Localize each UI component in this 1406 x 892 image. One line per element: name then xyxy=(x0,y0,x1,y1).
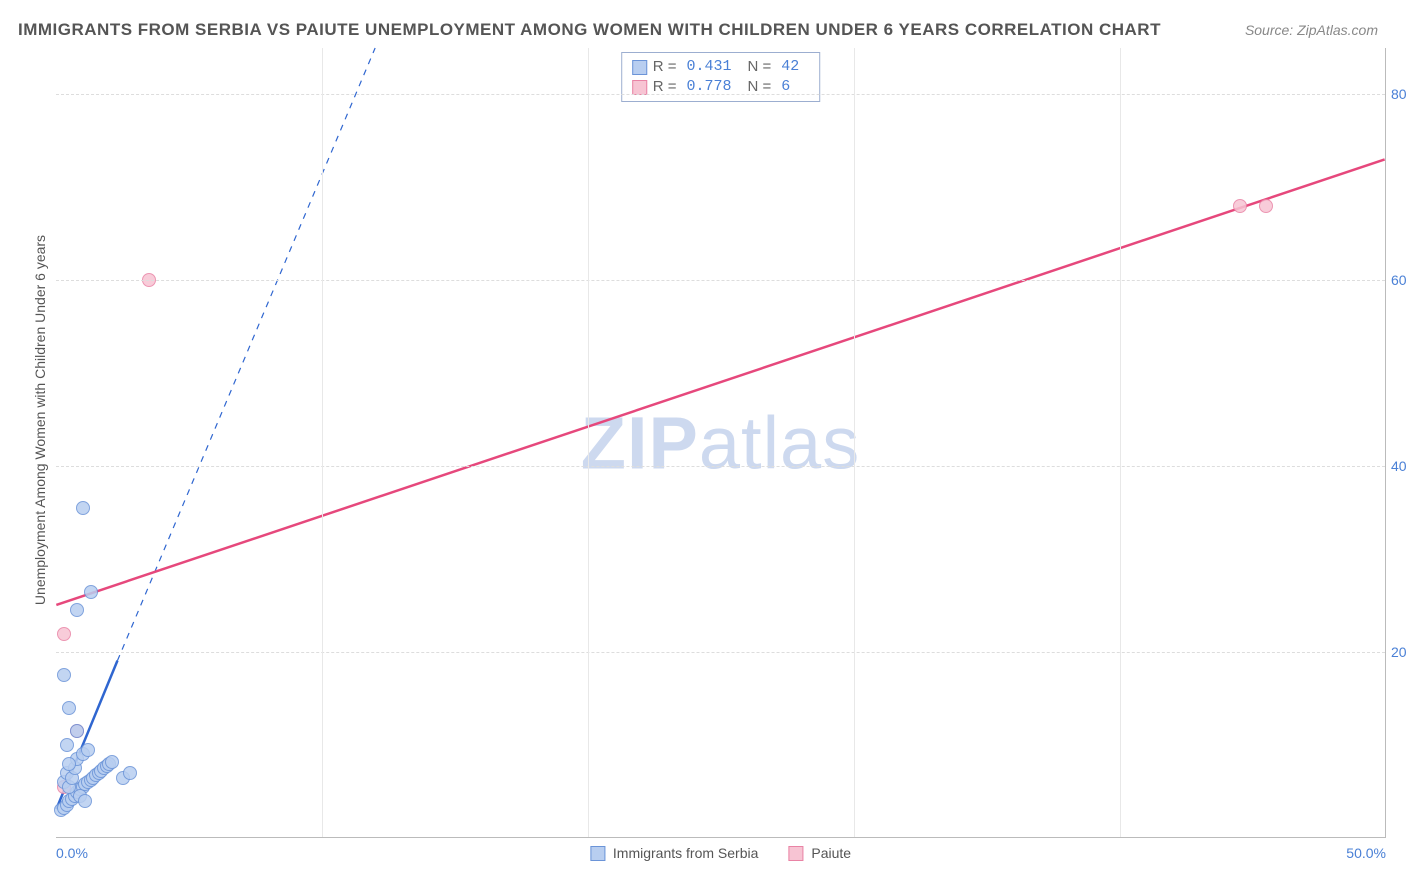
ytick-label: 20.0% xyxy=(1391,644,1406,660)
legend-label-paiute: Paiute xyxy=(811,845,851,861)
data-point-serbia xyxy=(76,501,90,515)
xtick-label: 0.0% xyxy=(56,845,88,861)
xtick-label: 50.0% xyxy=(1346,845,1386,861)
data-point-serbia xyxy=(105,755,119,769)
gridline-v xyxy=(1120,48,1121,837)
gridline-v xyxy=(854,48,855,837)
source-attribution: Source: ZipAtlas.com xyxy=(1245,22,1378,38)
source-label: Source: xyxy=(1245,22,1293,38)
data-point-serbia xyxy=(70,603,84,617)
legend-row-serbia: R = 0.431 N = 42 xyxy=(632,57,810,77)
data-point-paiute xyxy=(1233,199,1247,213)
legend-swatch-serbia xyxy=(590,846,605,861)
chart-title: IMMIGRANTS FROM SERBIA VS PAIUTE UNEMPLO… xyxy=(18,20,1161,40)
ytick-label: 40.0% xyxy=(1391,458,1406,474)
data-point-serbia xyxy=(62,757,76,771)
legend-swatch-paiute xyxy=(632,80,647,95)
gridline-h xyxy=(56,652,1385,653)
ytick-label: 60.0% xyxy=(1391,272,1406,288)
legend-r-label: R = xyxy=(653,57,677,77)
data-point-serbia xyxy=(60,738,74,752)
ytick-label: 80.0% xyxy=(1391,86,1406,102)
series-legend: Immigrants from Serbia Paiute xyxy=(590,845,851,861)
gridline-h xyxy=(56,280,1385,281)
legend-n-label: N = xyxy=(748,57,772,77)
y-axis-label: Unemployment Among Women with Children U… xyxy=(32,235,48,605)
data-point-serbia xyxy=(81,743,95,757)
data-point-serbia xyxy=(70,724,84,738)
source-value: ZipAtlas.com xyxy=(1297,22,1378,38)
gridline-v xyxy=(322,48,323,837)
chart-plot-area: ZIPatlas R = 0.431 N = 42 R = 0.778 N = … xyxy=(56,48,1386,838)
data-point-serbia xyxy=(62,701,76,715)
gridline-h xyxy=(56,466,1385,467)
gridline-v xyxy=(588,48,589,837)
data-point-serbia xyxy=(84,585,98,599)
data-point-paiute xyxy=(57,627,71,641)
legend-r-serbia: 0.431 xyxy=(682,57,741,77)
legend-label-serbia: Immigrants from Serbia xyxy=(613,845,758,861)
points-layer xyxy=(56,48,1385,837)
data-point-serbia xyxy=(123,766,137,780)
gridline-h xyxy=(56,94,1385,95)
data-point-paiute xyxy=(1259,199,1273,213)
legend-n-serbia: 42 xyxy=(777,57,809,77)
data-point-serbia xyxy=(78,794,92,808)
data-point-serbia xyxy=(57,668,71,682)
legend-swatch-serbia xyxy=(632,60,647,75)
legend-swatch-paiute xyxy=(788,846,803,861)
legend-item-serbia: Immigrants from Serbia xyxy=(590,845,758,861)
legend-item-paiute: Paiute xyxy=(788,845,851,861)
